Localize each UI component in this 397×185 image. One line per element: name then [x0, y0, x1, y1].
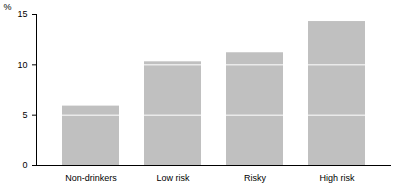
svg-text:High risk: High risk: [319, 173, 355, 183]
svg-text:10: 10: [17, 60, 27, 70]
svg-text:%: %: [4, 2, 12, 12]
svg-text:15: 15: [17, 9, 27, 19]
svg-text:0: 0: [22, 160, 27, 170]
svg-text:Risky: Risky: [244, 173, 266, 183]
svg-text:5: 5: [22, 110, 27, 120]
svg-text:Low risk: Low risk: [156, 173, 190, 183]
svg-text:Non-drinkers: Non-drinkers: [65, 173, 117, 183]
